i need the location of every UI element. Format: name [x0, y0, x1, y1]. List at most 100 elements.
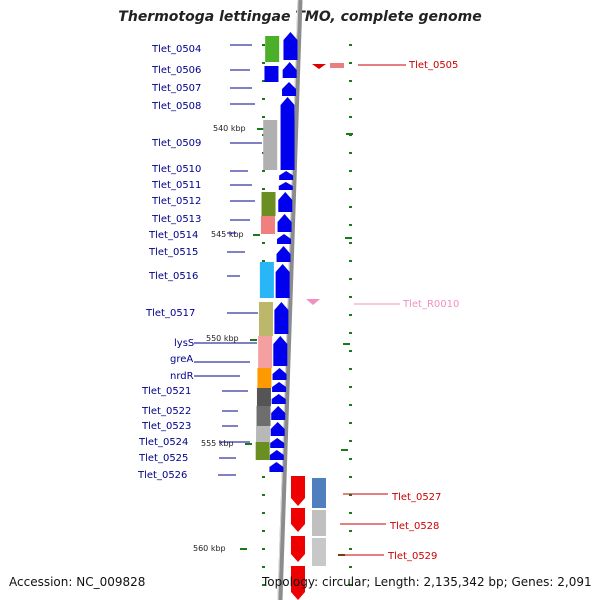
scale-tick — [262, 584, 265, 586]
scale-tick — [349, 224, 352, 226]
genome-backbone-highlight — [277, 0, 299, 600]
rna-arrow — [306, 299, 320, 305]
scale-tick — [262, 242, 265, 244]
scale-tick — [349, 584, 352, 586]
left-gene-label: nrdR — [170, 371, 194, 382]
scale-tick — [346, 133, 353, 135]
scale-tick — [349, 80, 352, 82]
scale-tick — [349, 260, 352, 262]
cog-block — [312, 538, 326, 566]
cog-block — [259, 262, 274, 298]
scale-tick — [349, 476, 352, 478]
scale-tick — [349, 314, 352, 316]
forward-cds-arrow — [270, 438, 285, 448]
left-gene-label: Tlet_0507 — [151, 83, 201, 94]
scale-tick — [349, 332, 352, 334]
left-gene-label: Tlet_0523 — [141, 421, 191, 432]
left-gene-label: Tlet_0506 — [151, 65, 201, 76]
forward-cds-arrow — [275, 264, 290, 298]
forward-cds-arrow — [270, 422, 285, 436]
genome-backbone-line — [277, 0, 303, 600]
cog-block — [264, 66, 279, 82]
scale-tick — [349, 278, 352, 280]
accession-label: Accession: NC_009828 — [9, 575, 146, 589]
scale-tick — [349, 62, 352, 64]
left-gene-label: Tlet_0510 — [151, 164, 201, 175]
forward-cds-arrow — [279, 171, 294, 180]
reverse-cds-arrow — [291, 566, 305, 600]
cog-block — [261, 192, 276, 216]
left-gene-label: Tlet_0526 — [137, 470, 187, 481]
forward-cds-arrow — [269, 450, 284, 460]
scale-tick — [349, 206, 352, 208]
scale-tick — [349, 368, 352, 370]
cog-block — [256, 388, 271, 406]
scale-tick — [349, 152, 352, 154]
forward-cds-arrow — [277, 214, 292, 232]
scale-tick — [349, 440, 352, 442]
scale-tick — [349, 242, 352, 244]
scale-tick — [343, 343, 350, 345]
forward-cds-arrow — [269, 462, 284, 472]
scale-tick — [345, 237, 352, 239]
scale-tick — [349, 458, 352, 460]
cog-block — [265, 36, 280, 62]
forward-cds-arrow — [277, 234, 292, 244]
scale-tick — [341, 449, 348, 451]
left-gene-label: Tlet_0509 — [151, 138, 201, 149]
base-pair-label: 545 kbp — [211, 230, 244, 239]
left-gene-label: Tlet_0515 — [148, 247, 198, 258]
forward-cds-arrow — [282, 82, 297, 96]
left-gene-label: Tlet_0521 — [141, 386, 191, 397]
forward-cds-arrow — [278, 192, 293, 212]
scale-tick — [262, 530, 265, 532]
forward-cds-arrow — [272, 368, 287, 380]
forward-cds-arrow — [280, 97, 295, 170]
reverse-cds-arrow — [291, 508, 305, 532]
reverse-cds-arrow — [291, 476, 305, 506]
right-gene-label: Tlet_0527 — [391, 492, 441, 503]
scale-tick — [349, 422, 352, 424]
right-gene-label: Tlet_0529 — [387, 551, 437, 562]
left-gene-label: Tlet_0525 — [138, 453, 188, 464]
left-gene-label: Tlet_0511 — [151, 180, 201, 191]
cog-block — [257, 368, 272, 388]
right-gene-label: Tlet_0505 — [408, 60, 458, 71]
scale-tick — [349, 494, 352, 496]
scale-tick — [349, 566, 352, 568]
right-gene-label: Tlet_0528 — [389, 521, 439, 532]
left-gene-label: Tlet_0513 — [151, 214, 201, 225]
scale-tick — [262, 260, 265, 262]
scale-tick — [262, 80, 265, 82]
scale-tick — [349, 404, 352, 406]
scale-tick — [349, 548, 352, 550]
scale-tick — [262, 566, 265, 568]
left-gene-label: Tlet_0516 — [148, 271, 198, 282]
scale-tick — [262, 170, 265, 172]
cog-block — [255, 442, 270, 460]
reverse-cds-small-arrow — [312, 64, 326, 69]
left-gene-label: Tlet_0522 — [141, 406, 191, 417]
left-gene-label: Tlet_0514 — [148, 230, 198, 241]
forward-cds-arrow — [274, 302, 289, 334]
left-gene-label: Tlet_0508 — [151, 101, 201, 112]
scale-tick — [262, 98, 265, 100]
forward-cds-arrow — [278, 182, 293, 190]
forward-cds-arrow — [271, 406, 286, 420]
scale-tick — [262, 476, 265, 478]
scale-tick — [349, 116, 352, 118]
scale-tick — [349, 512, 352, 514]
scale-tick — [257, 128, 264, 130]
left-gene-label: Tlet_0512 — [151, 196, 201, 207]
scale-tick — [349, 350, 352, 352]
forward-cds-arrow — [276, 246, 291, 262]
scale-tick — [262, 494, 265, 496]
reverse-cds-small-box — [330, 63, 344, 68]
cog-block — [258, 336, 273, 368]
left-gene-label: Tlet_0504 — [151, 44, 201, 55]
cog-block — [256, 406, 271, 426]
scale-tick — [349, 296, 352, 298]
scale-tick — [262, 548, 265, 550]
base-pair-label: 550 kbp — [206, 334, 239, 343]
scale-tick — [349, 386, 352, 388]
